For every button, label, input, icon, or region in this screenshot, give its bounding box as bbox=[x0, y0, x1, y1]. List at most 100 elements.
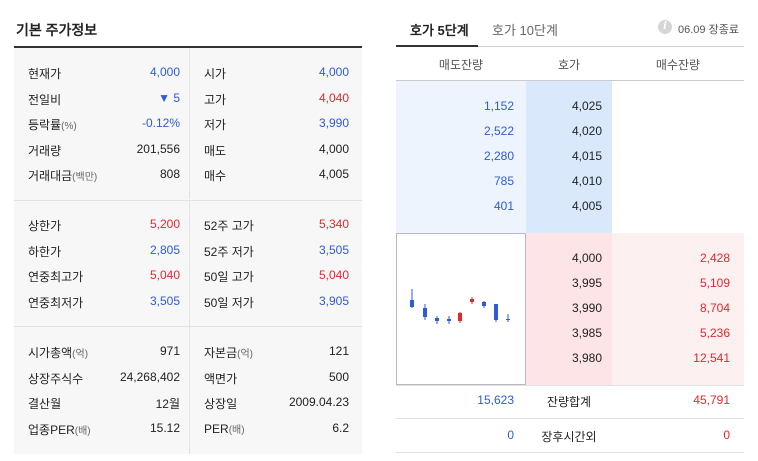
label-text: PER bbox=[204, 422, 229, 436]
label-text: 저가 bbox=[204, 118, 227, 132]
ask-price[interactable]: 4,010 bbox=[571, 174, 602, 188]
candle bbox=[458, 313, 462, 321]
label-unit: (%) bbox=[61, 121, 77, 132]
value-cell: 5,040 bbox=[318, 268, 349, 282]
label-cell: 50일 고가 bbox=[204, 268, 254, 285]
value-cell: ▼ 5 bbox=[158, 91, 180, 105]
bid-qty: 5,109 bbox=[699, 276, 730, 290]
bid-price[interactable]: 3,980 bbox=[571, 351, 602, 365]
label-cell: 52주 고가 bbox=[204, 217, 254, 234]
ask-qty-column bbox=[396, 81, 526, 233]
label-text: 전일비 bbox=[28, 93, 62, 107]
ask-price[interactable]: 4,005 bbox=[571, 199, 602, 213]
value-cell: 4,000 bbox=[318, 142, 349, 156]
candle bbox=[494, 304, 498, 320]
ask-price[interactable]: 4,025 bbox=[571, 99, 602, 113]
label-text: 현재가 bbox=[28, 67, 62, 81]
bid-price[interactable]: 3,995 bbox=[571, 276, 602, 290]
label-cell: 저가 bbox=[204, 116, 226, 133]
label-cell: 거래량 bbox=[28, 142, 61, 159]
ask-section bbox=[396, 81, 744, 233]
value-cell: 3,505 bbox=[318, 243, 349, 257]
value-cell: 5,040 bbox=[149, 268, 180, 282]
after-hours-ask-qty: 0 bbox=[507, 428, 514, 442]
value-cell: 5,340 bbox=[318, 217, 349, 231]
label-text: 50일 고가 bbox=[204, 270, 254, 284]
after-hours-bid-qty: 0 bbox=[723, 428, 730, 442]
label-cell: 상장주식수 bbox=[28, 370, 83, 387]
value-cell: 4,040 bbox=[318, 91, 349, 105]
label-cell: 고가 bbox=[204, 91, 226, 108]
group-divider bbox=[14, 200, 362, 201]
label-unit: (억) bbox=[237, 349, 253, 360]
basic-price-info-panel: 기본 주가정보 현재가 4,000 시가 4,000 전일비 ▼ 5 고가 4,040 등락률(… bbox=[0, 0, 362, 461]
label-text: 거래대금 bbox=[28, 169, 73, 183]
label-cell: 자본금(억) bbox=[204, 344, 253, 361]
value-cell: 2,805 bbox=[149, 243, 180, 257]
orderbook-bottom-border bbox=[396, 385, 744, 386]
label-text: 상장주식수 bbox=[28, 372, 84, 386]
candle bbox=[410, 300, 414, 307]
header-bid-qty: 매수잔량 bbox=[655, 58, 701, 72]
label-text: 52주 저가 bbox=[204, 245, 254, 259]
label-text: 상장일 bbox=[204, 397, 238, 411]
candle bbox=[470, 299, 474, 302]
bid-qty: 8,704 bbox=[699, 301, 730, 315]
label-cell: 상장일 bbox=[204, 395, 237, 412]
label-cell: 시가총액(억) bbox=[28, 344, 88, 361]
mini-candle-chart bbox=[396, 233, 526, 385]
label-cell: 거래대금(백만) bbox=[28, 167, 97, 184]
total-divider bbox=[396, 418, 744, 419]
label-cell: 하한가 bbox=[28, 243, 61, 260]
value-cell: 3,990 bbox=[318, 116, 349, 130]
label-cell: 50일 저가 bbox=[204, 294, 254, 311]
column-divider bbox=[189, 201, 190, 326]
label-cell: 연중최저가 bbox=[28, 294, 83, 311]
label-text: 업종PER bbox=[28, 423, 75, 437]
value-cell: 121 bbox=[328, 344, 349, 358]
label-cell: 결산월 bbox=[28, 395, 61, 412]
tab-orderbook-10[interactable]: 호가 10단계 bbox=[492, 23, 558, 38]
label-cell: 현재가 bbox=[28, 65, 61, 82]
label-cell: 시가 bbox=[204, 65, 226, 82]
candle bbox=[447, 319, 451, 321]
ask-price[interactable]: 4,015 bbox=[571, 149, 602, 163]
value-cell: 3,905 bbox=[318, 294, 349, 308]
header-price: 호가 bbox=[557, 58, 581, 72]
value-cell: 15.12 bbox=[149, 421, 180, 435]
candle bbox=[435, 318, 439, 321]
label-text: 매도 bbox=[204, 144, 227, 158]
label-cell: 매도 bbox=[204, 142, 226, 159]
ask-qty: 2,522 bbox=[483, 124, 514, 138]
label-unit: (배) bbox=[74, 426, 91, 437]
bid-price[interactable]: 3,990 bbox=[571, 301, 602, 315]
value-cell: 201,556 bbox=[136, 142, 180, 156]
label-text: 고가 bbox=[204, 93, 227, 107]
label-cell: 업종PER(배) bbox=[28, 421, 91, 438]
bid-price[interactable]: 3,985 bbox=[571, 326, 602, 340]
value-cell: 971 bbox=[159, 344, 180, 358]
label-unit: (억) bbox=[72, 349, 89, 360]
bid-price[interactable]: 4,000 bbox=[571, 251, 602, 265]
bid-qty-column bbox=[612, 233, 744, 385]
total-ask-qty: 15,623 bbox=[477, 393, 514, 407]
label-cell: 연중최고가 bbox=[28, 268, 83, 285]
value-cell: 6.2 bbox=[332, 421, 349, 435]
tab-orderbook-5[interactable]: 호가 5단계 bbox=[410, 23, 469, 38]
after-hours-label: 장후시간외 bbox=[541, 430, 597, 444]
label-text: 액면가 bbox=[204, 372, 238, 386]
value-cell: 5,200 bbox=[149, 217, 180, 231]
label-text: 연중최고가 bbox=[28, 270, 84, 284]
basic-info-title: 기본 주가정보 bbox=[16, 22, 98, 38]
info-icon[interactable]: i bbox=[658, 20, 672, 34]
after-hours-divider bbox=[396, 452, 744, 453]
label-text: 등락률 bbox=[28, 118, 62, 132]
total-bid-qty: 45,791 bbox=[693, 393, 730, 407]
ask-qty: 1,152 bbox=[483, 99, 514, 113]
value-cell: 2009.04.23 bbox=[288, 395, 349, 409]
ask-price[interactable]: 4,020 bbox=[571, 124, 602, 138]
label-cell: PER(배) bbox=[204, 421, 245, 436]
basic-info-grid bbox=[14, 48, 362, 454]
label-unit: (배) bbox=[228, 425, 245, 436]
tab-baseline bbox=[396, 46, 744, 47]
